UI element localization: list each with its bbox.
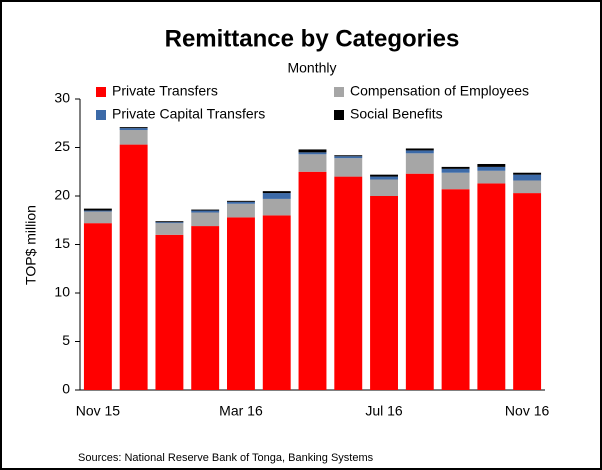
bar-segment (298, 152, 327, 155)
y-tick-label: 15 (54, 235, 70, 251)
bar-segment (227, 203, 255, 218)
bar-segment (191, 210, 220, 213)
bar-segment (477, 183, 506, 390)
bar-segment (298, 171, 327, 390)
bar-segment (370, 174, 398, 177)
bar-segment (83, 223, 112, 390)
bar-segment (227, 217, 255, 390)
bar-segment (298, 154, 327, 172)
bar-segment (262, 191, 291, 194)
y-axis-label: TOP$ million (23, 205, 39, 285)
bar-segment (477, 163, 506, 167)
bar-segment (405, 148, 434, 151)
y-tick-label: 0 (62, 381, 70, 397)
legend-label: Compensation of Employees (350, 83, 529, 99)
bar-segment (334, 158, 363, 177)
bar-segment (155, 234, 184, 390)
bar-segment (262, 215, 291, 390)
bar-segment (370, 176, 398, 180)
x-tick-label: Nov 15 (76, 403, 121, 419)
chart-title: Remittance by Categories (165, 25, 460, 52)
x-tick-label: Jul 16 (365, 403, 403, 419)
bar-segment (298, 149, 327, 153)
bar-segment (227, 201, 255, 204)
bar-segment (119, 127, 148, 129)
bar-segment (155, 222, 184, 224)
bar-segment (227, 200, 255, 202)
bar-segment (370, 179, 398, 196)
bar-segment (83, 211, 112, 224)
bar-segment (191, 212, 220, 227)
legend-label: Social Benefits (350, 106, 443, 122)
chart-subtitle: Monthly (287, 60, 336, 76)
bar-segment (155, 221, 184, 223)
x-tick-label: Mar 16 (219, 403, 263, 419)
bar-segment (441, 168, 470, 173)
bar-segment (405, 150, 434, 154)
y-tick-label: 10 (54, 284, 70, 300)
legend-swatch (96, 110, 106, 120)
bar-segment (262, 193, 291, 199)
bar-segment (477, 166, 506, 171)
legend-swatch (334, 110, 344, 120)
y-tick-label: 30 (54, 90, 70, 106)
x-tick-label: Nov 16 (505, 403, 550, 419)
bar-segment (83, 208, 112, 211)
bar-segment (83, 210, 112, 212)
bar-segment (513, 174, 542, 181)
bar-segment (262, 198, 291, 216)
source: Sources: National Reserve Bank of Tonga,… (78, 452, 374, 464)
y-tick-label: 25 (54, 138, 70, 154)
bar-segment (334, 156, 363, 159)
bar-segment (405, 153, 434, 174)
bar-segment (513, 172, 542, 175)
legend-label: Private Transfers (112, 83, 218, 99)
bar-segment (370, 196, 398, 390)
bar-segment (119, 144, 148, 390)
bar-segment (119, 128, 148, 131)
legend-label: Private Capital Transfers (112, 106, 265, 122)
bar-segment (513, 193, 542, 390)
bar-segment (191, 209, 220, 211)
bar-segment (405, 173, 434, 390)
bar-segment (334, 176, 363, 390)
bar-segment (441, 189, 470, 390)
bar-segment (155, 223, 184, 235)
bar-segment (334, 155, 363, 157)
bar-segment (441, 166, 470, 169)
bar-segment (191, 226, 220, 390)
legend-swatch (96, 87, 106, 97)
bar-segment (513, 180, 542, 194)
y-tick-label: 5 (62, 332, 70, 348)
bar-segment (477, 170, 506, 184)
bar-segment (441, 172, 470, 190)
y-tick-label: 20 (54, 187, 70, 203)
legend-swatch (334, 87, 344, 97)
bar-segment (119, 130, 148, 145)
